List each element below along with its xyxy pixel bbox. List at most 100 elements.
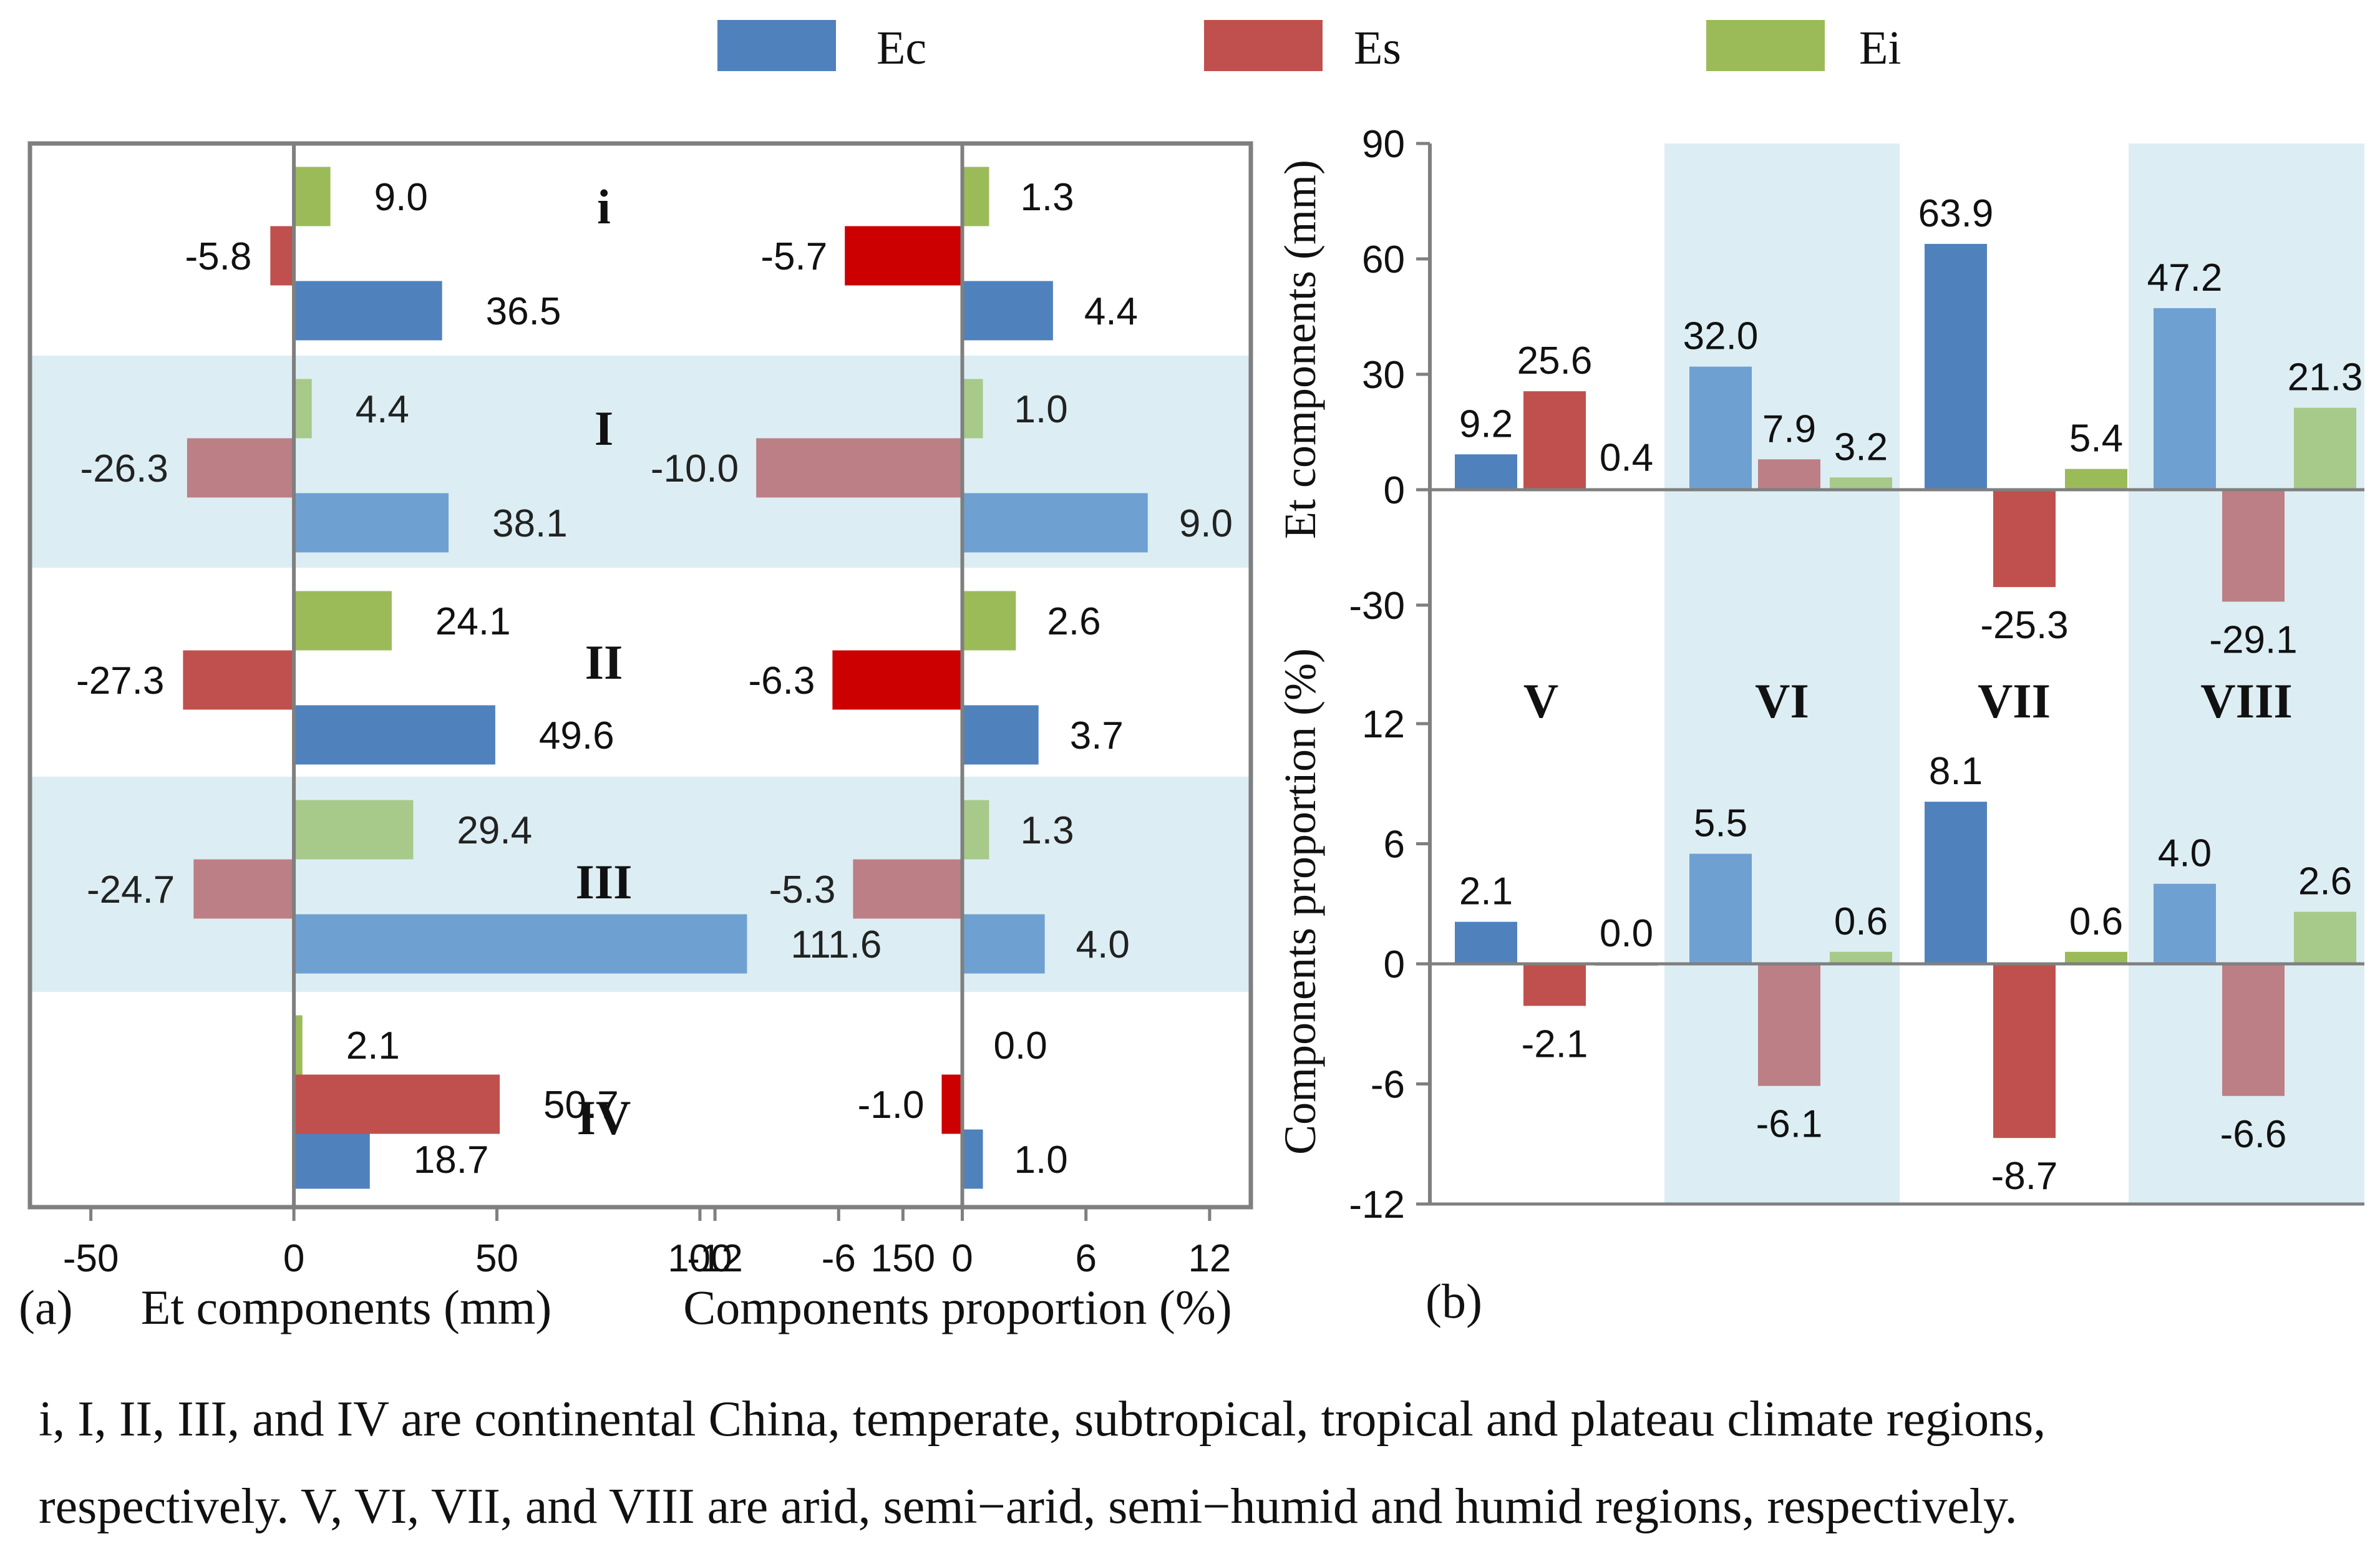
panel-a-mm-bar-Es-4 (294, 1074, 500, 1134)
panel-a-mm-label-Ei-4: 2.1 (346, 1024, 400, 1067)
panel-a-bars (183, 167, 1148, 1189)
panel-a-pct-bar-Es-3 (853, 859, 963, 919)
panel-b-pct-label-Ei-VIII: 2.6 (2298, 860, 2352, 903)
panel-b-mm-bar-Es-V (1523, 391, 1586, 490)
legend-label-Ei: Ei (1859, 22, 1902, 74)
panel-b-pct-bar-Ei-VIII (2294, 911, 2356, 964)
panel-a-mm-tick-label-100: 100 (668, 1237, 732, 1280)
panel-a-pct-bar-Es-4 (941, 1074, 963, 1134)
panel-a-mm-bar-Ei-2 (294, 591, 392, 651)
panel-a-frame (27, 141, 1253, 1210)
panel-b-pct-bar-Ec-VIII (2154, 883, 2216, 964)
panel-a-label: (a) (19, 1280, 73, 1334)
panel-a-category-III: III (575, 855, 632, 909)
panel-b-mm-label-Ei-V: 0.4 (1600, 437, 1653, 480)
panel-b-mm-bar-Es-VI (1758, 459, 1820, 490)
panel-a-bands (30, 356, 1251, 992)
panel-b-label: (b) (1426, 1274, 1482, 1328)
panel-a-mm-bar-Ec-1 (294, 493, 449, 553)
panel-a-pct-label-Ec-0: 4.4 (1084, 290, 1138, 333)
panel-a-pct-bar-Es-2 (832, 650, 963, 710)
panel-b-pct-bar-Ei-VI (1830, 951, 1892, 964)
panel-b-mm-bar-Ec-V (1455, 454, 1517, 490)
panel-a-mm-label-Ec-3: 111.6 (790, 923, 882, 966)
panel-a-category-IV: IV (577, 1090, 631, 1145)
panel-b-pct-label-Ec-VI: 5.5 (1694, 802, 1747, 845)
panel-a-pct-label-Ei-0: 1.3 (1020, 176, 1074, 219)
panel-a-mm-label-Ei-2: 24.1 (435, 600, 511, 643)
panel-a-mm-label-Ec-0: 36.5 (486, 290, 561, 333)
figure-caption: i, I, II, III, and IV are continental Ch… (39, 1376, 2359, 1550)
panel-a-pct-bar-Ec-2 (962, 705, 1039, 765)
panel-b-category-V: V (1523, 674, 1558, 728)
panel-a-pct-label-Ei-3: 1.3 (1020, 809, 1074, 852)
panel-b-mm-label-Ec-VII: 63.9 (1918, 192, 1994, 235)
panel-b-mm-bar-Ei-VI (1830, 477, 1892, 490)
panel-a-pct-xlabel: Components proportion (%) (683, 1280, 1232, 1334)
panel-a-mm-label-Ec-4: 18.7 (414, 1139, 489, 1182)
panel-a-pct-tick-label-6: 6 (1075, 1237, 1096, 1280)
panel-b-mm-tick-label-0: 0 (1384, 469, 1405, 512)
panel-a-pct-label-Es-0: -5.7 (760, 235, 827, 278)
panel-b-data-labels: 9.2 32.0 63.9 47.2 25.6 7.9 -25.3 -29.1 0.4 3.2 5.… (1459, 192, 2363, 1198)
panel-a-pct-label-Es-1: -10.0 (651, 447, 739, 490)
panel-b-pct-bar-Es-VIII (2222, 964, 2285, 1096)
panel-b-pct-label-Es-VII: -8.7 (1991, 1155, 2058, 1198)
panel-b-pct-label-Ec-V: 2.1 (1459, 870, 1513, 913)
panel-b-mm-label-Ei-VI: 3.2 (1834, 425, 1888, 469)
panel-b: 9.2 32.0 63.9 47.2 25.6 7.9 -25.3 -29.1 0.4 3.2 5.… (1275, 123, 2364, 1328)
panel-b-pct-tick-label-0: 0 (1384, 943, 1405, 986)
panel-a-category-i: i (597, 180, 611, 234)
panel-a-pct-label-Ei-2: 2.6 (1047, 600, 1100, 643)
panel-a-mm-label-Ei-0: 9.0 (374, 176, 428, 219)
panel-a-pct-label-Ec-4: 1.0 (1014, 1139, 1068, 1182)
panel-b-pct-tick-label--6: -6 (1371, 1064, 1405, 1107)
panel-a-pct-tick-label--12: -12 (687, 1237, 743, 1280)
panel-a-pct-tick-label-12: 12 (1188, 1237, 1231, 1280)
panel-b-pct-label-Es-VIII: -6.6 (2220, 1113, 2287, 1156)
panel-a-pct-tick-label-0: 0 (951, 1237, 973, 1280)
legend-swatch-Ec (717, 20, 836, 71)
panel-b-mm-bar-Es-VII (1993, 490, 2056, 588)
panel-a-mm-label-Ec-2: 49.6 (539, 714, 614, 757)
panel-b-pct-tick-label-6: 6 (1384, 823, 1405, 867)
panel-b-pct-bar-Es-V (1523, 964, 1586, 1006)
panel-a-pct-bar-Ei-1 (962, 379, 983, 439)
panel-b-mm-label-Ec-V: 9.2 (1459, 402, 1513, 445)
panel-a-mm-bar-Es-0 (270, 226, 294, 286)
panel-b-mm-bar-Ei-VII (2065, 469, 2127, 490)
panel-b-category-VIII: VIII (2200, 674, 2292, 728)
panel-b-pct-label-Ei-VI: 0.6 (1834, 900, 1888, 943)
panel-a-pct-label-Ei-1: 1.0 (1014, 388, 1068, 431)
panel-a-mm-xlabel: Et components (mm) (141, 1280, 552, 1334)
panel-a-pct-label-Ec-3: 4.0 (1076, 923, 1130, 966)
panel-b-pct-label-Ei-VII: 0.6 (2069, 900, 2123, 943)
panel-a-mm-tick-label-150: 150 (871, 1237, 935, 1280)
panel-b-mm-label-Es-VIII: -29.1 (2209, 618, 2297, 661)
panel-b-mm-tick-label-90: 90 (1362, 123, 1405, 166)
panel-b-pct-bar-Ec-VI (1689, 853, 1752, 964)
legend: Ec Es Ei (717, 20, 1902, 74)
panel-a-mm-tick-label--50: -50 (63, 1237, 119, 1280)
panel-b-mm-label-Es-VII: -25.3 (1980, 604, 2068, 647)
panel-b-category-labels: V VI VII VIII (1523, 674, 2293, 728)
caption-line-2: respectively. V, VI, VII, and VIII are a… (39, 1479, 2018, 1534)
panel-b-pct-bar-Es-VII (1993, 964, 2056, 1139)
panel-a-axes: -50 0 50 100 150 -12 -6 0 6 12 (27, 141, 1253, 1280)
panel-a-mm-bar-Es-1 (187, 438, 294, 498)
panel-a-mm-label-Ei-3: 29.4 (457, 809, 532, 852)
panel-a-mm-label-Ei-1: 4.4 (356, 388, 409, 431)
panel-b-mm-bar-Ei-VIII (2294, 407, 2356, 490)
panel-a-mm-bar-Ec-2 (294, 705, 495, 765)
panel-a-mm-bar-Ec-3 (294, 914, 747, 974)
panel-a-pct-bar-Es-0 (845, 226, 963, 286)
panel-a-mm-label-Es-4: 50.7 (543, 1084, 619, 1127)
panel-b-mm-tick-label-30: 30 (1362, 354, 1405, 397)
panel-a-mm-label-Es-0: -5.8 (185, 235, 251, 278)
panel-b-pct-tick-label--12: -12 (1349, 1183, 1405, 1226)
panel-b-pct-label-Ec-VII: 8.1 (1929, 750, 1983, 793)
panel-b-mm-tick-label-60: 60 (1362, 238, 1405, 281)
panel-a-pct-label-Ei-4: 0.0 (994, 1024, 1047, 1067)
panel-a-data-labels: 36.5 38.1 49.6 111.6 18.7 -5.8 -26.3 -27.3 -24.7… (76, 176, 1233, 1182)
panel-a-mm-tick-label-0: 0 (283, 1237, 304, 1280)
